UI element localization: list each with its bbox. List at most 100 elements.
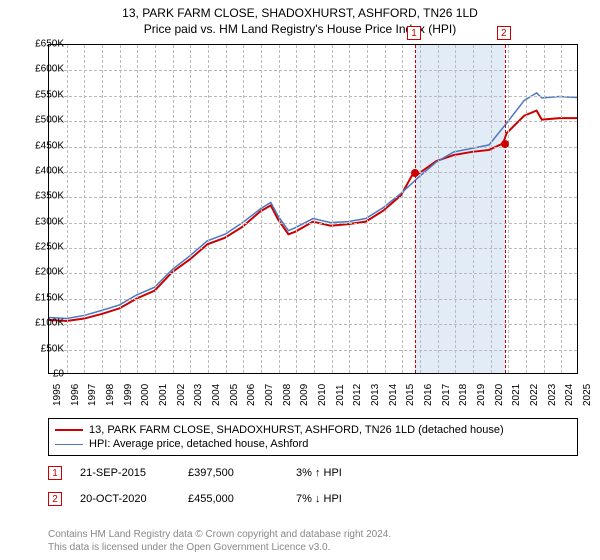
series-price_paid <box>49 111 577 321</box>
y-axis-label: £450K <box>14 140 64 151</box>
gridline-v <box>455 45 456 373</box>
y-axis-label: £300K <box>14 216 64 227</box>
gridline-v <box>385 45 386 373</box>
x-axis-label: 1997 <box>87 384 98 406</box>
gridline-v <box>508 45 509 373</box>
x-axis-label: 2009 <box>299 384 310 406</box>
x-axis-label: 2005 <box>229 384 240 406</box>
gridline-v <box>349 45 350 373</box>
gridline-v <box>67 45 68 373</box>
x-axis-label: 1996 <box>70 384 81 406</box>
gridline-v <box>120 45 121 373</box>
x-axis-label: 2015 <box>405 384 416 406</box>
gridline-h <box>49 121 577 122</box>
x-axis-label: 2010 <box>317 384 328 406</box>
legend-row: HPI: Average price, detached house, Ashf… <box>55 437 571 451</box>
gridline-v <box>314 45 315 373</box>
x-axis-label: 2014 <box>388 384 399 406</box>
event-line <box>415 45 416 373</box>
y-axis-label: £600K <box>14 64 64 75</box>
x-axis-label: 2007 <box>264 384 275 406</box>
x-axis-label: 1995 <box>52 384 63 406</box>
x-axis-label: 2006 <box>246 384 257 406</box>
x-axis-label: 2020 <box>494 384 505 406</box>
x-axis-label: 2019 <box>476 384 487 406</box>
x-axis-label: 2000 <box>140 384 151 406</box>
gridline-v <box>208 45 209 373</box>
sale-pct-1: 3% ↑ HPI <box>296 467 342 479</box>
gridline-v <box>173 45 174 373</box>
gridline-v <box>438 45 439 373</box>
x-axis-label: 2025 <box>582 384 593 406</box>
x-axis-label: 2017 <box>441 384 452 406</box>
sale-pct-2: 7% ↓ HPI <box>296 493 342 505</box>
footer-line-2: This data is licensed under the Open Gov… <box>48 541 391 554</box>
y-axis-label: £50K <box>14 343 64 354</box>
y-axis-label: £500K <box>14 115 64 126</box>
gridline-v <box>137 45 138 373</box>
x-axis-label: 2022 <box>529 384 540 406</box>
gridline-h <box>49 350 577 351</box>
gridline-h <box>49 223 577 224</box>
gridline-v <box>84 45 85 373</box>
gridline-h <box>49 299 577 300</box>
x-axis-label: 2021 <box>511 384 522 406</box>
gridline-v <box>261 45 262 373</box>
gridline-v <box>226 45 227 373</box>
x-axis-label: 2023 <box>547 384 558 406</box>
gridline-v <box>279 45 280 373</box>
y-axis-label: £650K <box>14 39 64 50</box>
gridline-v <box>332 45 333 373</box>
y-axis-label: £550K <box>14 89 64 100</box>
gridline-v <box>544 45 545 373</box>
gridline-v <box>420 45 421 373</box>
x-axis-label: 2024 <box>564 384 575 406</box>
legend-box: 13, PARK FARM CLOSE, SHADOXHURST, ASHFOR… <box>48 418 578 456</box>
sale-price-1: £397,500 <box>188 467 278 479</box>
x-axis-label: 2002 <box>176 384 187 406</box>
gridline-v <box>561 45 562 373</box>
gridline-v <box>526 45 527 373</box>
x-axis-label: 1999 <box>123 384 134 406</box>
footer-line-1: Contains HM Land Registry data © Crown c… <box>48 528 391 541</box>
event-marker-box: 1 <box>407 26 421 40</box>
gridline-v <box>190 45 191 373</box>
legend-label: 13, PARK FARM CLOSE, SHADOXHURST, ASHFOR… <box>89 424 504 436</box>
gridline-h <box>49 324 577 325</box>
legend-swatch <box>55 429 83 431</box>
y-axis-label: £150K <box>14 292 64 303</box>
gridline-v <box>473 45 474 373</box>
gridline-v <box>155 45 156 373</box>
footer-text: Contains HM Land Registry data © Crown c… <box>48 528 391 554</box>
y-axis-label: £200K <box>14 267 64 278</box>
sale-dot <box>411 169 419 177</box>
gridline-h <box>49 273 577 274</box>
x-axis-label: 2012 <box>352 384 363 406</box>
gridline-h <box>49 248 577 249</box>
x-axis-label: 2018 <box>458 384 469 406</box>
y-axis-label: £100K <box>14 318 64 329</box>
chart-area <box>48 44 578 374</box>
sale-row-2: 2 20-OCT-2020 £455,000 7% ↓ HPI <box>48 492 578 506</box>
sale-marker-1: 1 <box>48 466 62 480</box>
gridline-v <box>243 45 244 373</box>
gridline-v <box>491 45 492 373</box>
gridline-h <box>49 96 577 97</box>
legend-label: HPI: Average price, detached house, Ashf… <box>89 438 308 450</box>
sale-price-2: £455,000 <box>188 493 278 505</box>
gridline-h <box>49 70 577 71</box>
legend-row: 13, PARK FARM CLOSE, SHADOXHURST, ASHFOR… <box>55 423 571 437</box>
gridline-v <box>402 45 403 373</box>
x-axis-label: 2016 <box>423 384 434 406</box>
y-axis-label: £0 <box>14 369 64 380</box>
series-hpi <box>49 93 577 319</box>
x-axis-label: 2001 <box>158 384 169 406</box>
y-axis-label: £350K <box>14 191 64 202</box>
gridline-h <box>49 197 577 198</box>
event-line <box>505 45 506 373</box>
chart-title-line1: 13, PARK FARM CLOSE, SHADOXHURST, ASHFOR… <box>0 0 600 20</box>
x-axis-label: 1998 <box>105 384 116 406</box>
gridline-v <box>367 45 368 373</box>
sale-row-1: 1 21-SEP-2015 £397,500 3% ↑ HPI <box>48 466 578 480</box>
sale-date-2: 20-OCT-2020 <box>80 493 170 505</box>
